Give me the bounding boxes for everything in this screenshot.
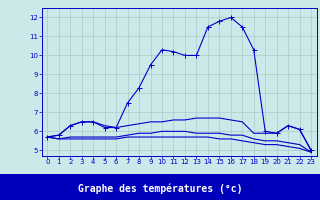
Text: Graphe des températures (°c): Graphe des températures (°c) xyxy=(78,183,242,194)
